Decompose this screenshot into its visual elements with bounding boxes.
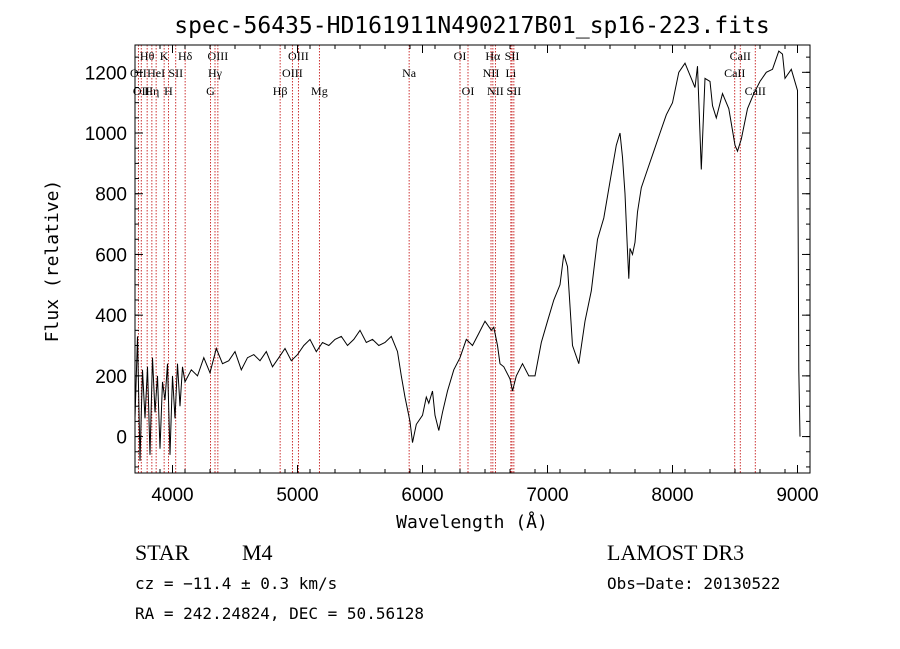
line-marker-label-23: SII xyxy=(505,49,520,63)
y-tick-label-5: 1000 xyxy=(85,124,127,145)
line-marker-label-11: OIII xyxy=(208,49,229,63)
line-marker-label-26: CaII xyxy=(730,49,751,63)
y-axis-label: Flux (relative) xyxy=(42,180,63,343)
x-tick-label-5: 9000 xyxy=(776,485,818,506)
line-marker-labels: OIIOIIHθHηHeIKHSIIHδGHγOIIIHβOIIIOIIIMgN… xyxy=(130,49,766,98)
line-marker-label-15: Mg xyxy=(311,84,328,98)
line-marker-label-8: Hδ xyxy=(178,49,193,63)
line-marker-label-14: OIII xyxy=(288,49,309,63)
line-marker-label-16: Na xyxy=(402,66,417,80)
y-tick-label-4: 800 xyxy=(95,185,127,206)
x-axis-label: Wavelength (Å) xyxy=(396,511,548,533)
line-marker-label-17: OI xyxy=(454,49,467,63)
survey-name: LAMOST DR3 xyxy=(607,540,745,565)
line-marker-label-3: Hη xyxy=(144,84,159,98)
line-marker-label-25: CaII xyxy=(724,66,745,80)
x-axis-ticks: 4000 5000 6000 7000 8000 9000 xyxy=(134,45,819,506)
line-marker-label-0: OII xyxy=(130,66,147,80)
x-tick-label-3: 7000 xyxy=(526,485,568,506)
line-marker-label-9: G xyxy=(206,84,215,98)
line-marker-label-12: Hβ xyxy=(273,84,288,98)
object-class: STAR xyxy=(135,540,190,565)
chart-title: spec-56435-HD161911N490217B01_sp16-223.f… xyxy=(174,13,769,39)
x-tick-label-0: 4000 xyxy=(151,485,193,506)
y-tick-label-0: 0 xyxy=(116,428,127,449)
line-marker-label-10: Hγ xyxy=(208,66,223,80)
y-axis-ticks: 0 200 400 600 800 1000 1200 xyxy=(85,56,810,468)
line-marker-label-2: Hθ xyxy=(140,49,155,63)
y-tick-label-1: 200 xyxy=(95,367,127,388)
line-marker-label-24: SII xyxy=(507,84,522,98)
line-marker-label-5: K xyxy=(160,49,169,63)
line-marker-label-7: SII xyxy=(168,66,183,80)
x-tick-label-4: 8000 xyxy=(651,485,693,506)
line-marker-label-4: HeI xyxy=(147,66,165,80)
line-marker-label-20: Hα xyxy=(485,49,501,63)
x-tick-label-1: 5000 xyxy=(276,485,318,506)
line-marker-label-22: Li xyxy=(506,66,517,80)
x-tick-label-2: 6000 xyxy=(401,485,443,506)
line-marker-label-6: H xyxy=(164,84,173,98)
coordinates: RA = 242.24824, DEC = 50.56128 xyxy=(135,604,424,623)
y-tick-label-2: 400 xyxy=(95,306,127,327)
y-tick-label-3: 600 xyxy=(95,245,127,266)
line-marker-label-18: OI xyxy=(462,84,475,98)
observation-date: Obs−Date: 20130522 xyxy=(607,574,781,593)
line-marker-label-21: NII xyxy=(487,84,504,98)
line-marker-label-19: NII xyxy=(483,66,500,80)
object-subclass: M4 xyxy=(242,540,273,565)
line-marker-label-13: OIII xyxy=(282,66,303,80)
line-markers xyxy=(137,45,756,473)
plot-frame xyxy=(134,44,811,474)
spectrum-series-line xyxy=(134,50,801,461)
y-tick-label-6: 1200 xyxy=(85,63,127,84)
redshift-cz: cz = −11.4 ± 0.3 km/s xyxy=(135,574,338,593)
